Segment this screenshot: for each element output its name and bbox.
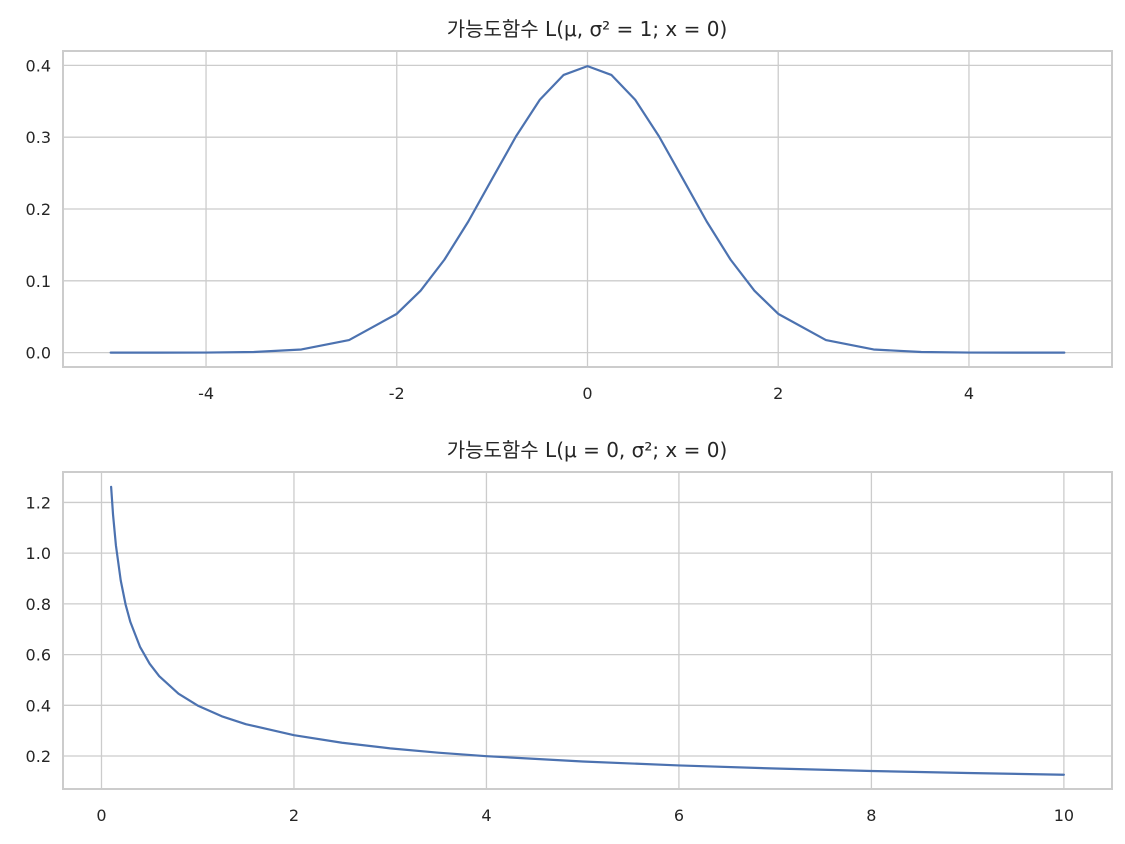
y-tick-label: 1.2	[26, 493, 51, 512]
chart-title: 가능도함수 L(μ = 0, σ²; x = 0)	[447, 438, 728, 462]
x-tick-label: 0	[582, 384, 592, 403]
x-tick-label: -2	[389, 384, 405, 403]
series-line	[110, 485, 1065, 776]
y-axis: 0.2 0.4 0.6 0.8 1.0 1.2	[26, 493, 51, 766]
x-tick-label: 2	[289, 806, 299, 825]
x-tick-label: 6	[674, 806, 684, 825]
series-line	[109, 65, 1066, 354]
x-tick-label: 0	[96, 806, 106, 825]
x-axis: -4 -2 0 2 4	[198, 384, 974, 403]
x-tick-label: 8	[866, 806, 876, 825]
y-tick-label: 0.2	[26, 200, 51, 219]
y-tick-label: 0.4	[26, 696, 51, 715]
plot-frame	[62, 50, 1113, 368]
x-axis: 0 2 4 6 8 10	[96, 806, 1074, 825]
x-tick-label: 4	[481, 806, 491, 825]
x-tick-label: 10	[1054, 806, 1074, 825]
y-tick-label: 0.2	[26, 747, 51, 766]
y-tick-label: 0.0	[26, 344, 51, 363]
grid	[63, 472, 1112, 789]
y-axis: 0.0 0.1 0.2 0.3 0.4	[26, 56, 51, 362]
chart-panel-mu: 가능도함수 L(μ, σ² = 1; x = 0) -4 -2 0 2 4 0.0 0.1…	[26, 17, 1113, 403]
y-tick-label: 0.4	[26, 56, 51, 75]
y-tick-label: 0.1	[26, 272, 51, 291]
y-tick-label: 1.0	[26, 544, 51, 563]
plot-frame	[62, 471, 1113, 790]
y-tick-label: 0.6	[26, 646, 51, 665]
x-tick-label: 2	[773, 384, 783, 403]
chart-panel-sigma: 가능도함수 L(μ = 0, σ²; x = 0) 0 2 4 6 8 10 0.2 0.4…	[26, 438, 1113, 825]
grid	[63, 51, 1112, 367]
x-tick-label: -4	[198, 384, 214, 403]
x-tick-label: 4	[964, 384, 974, 403]
series-group	[109, 65, 1066, 354]
chart-title: 가능도함수 L(μ, σ² = 1; x = 0)	[447, 17, 728, 41]
series-group	[110, 485, 1065, 776]
y-tick-label: 0.8	[26, 595, 51, 614]
y-tick-label: 0.3	[26, 128, 51, 147]
